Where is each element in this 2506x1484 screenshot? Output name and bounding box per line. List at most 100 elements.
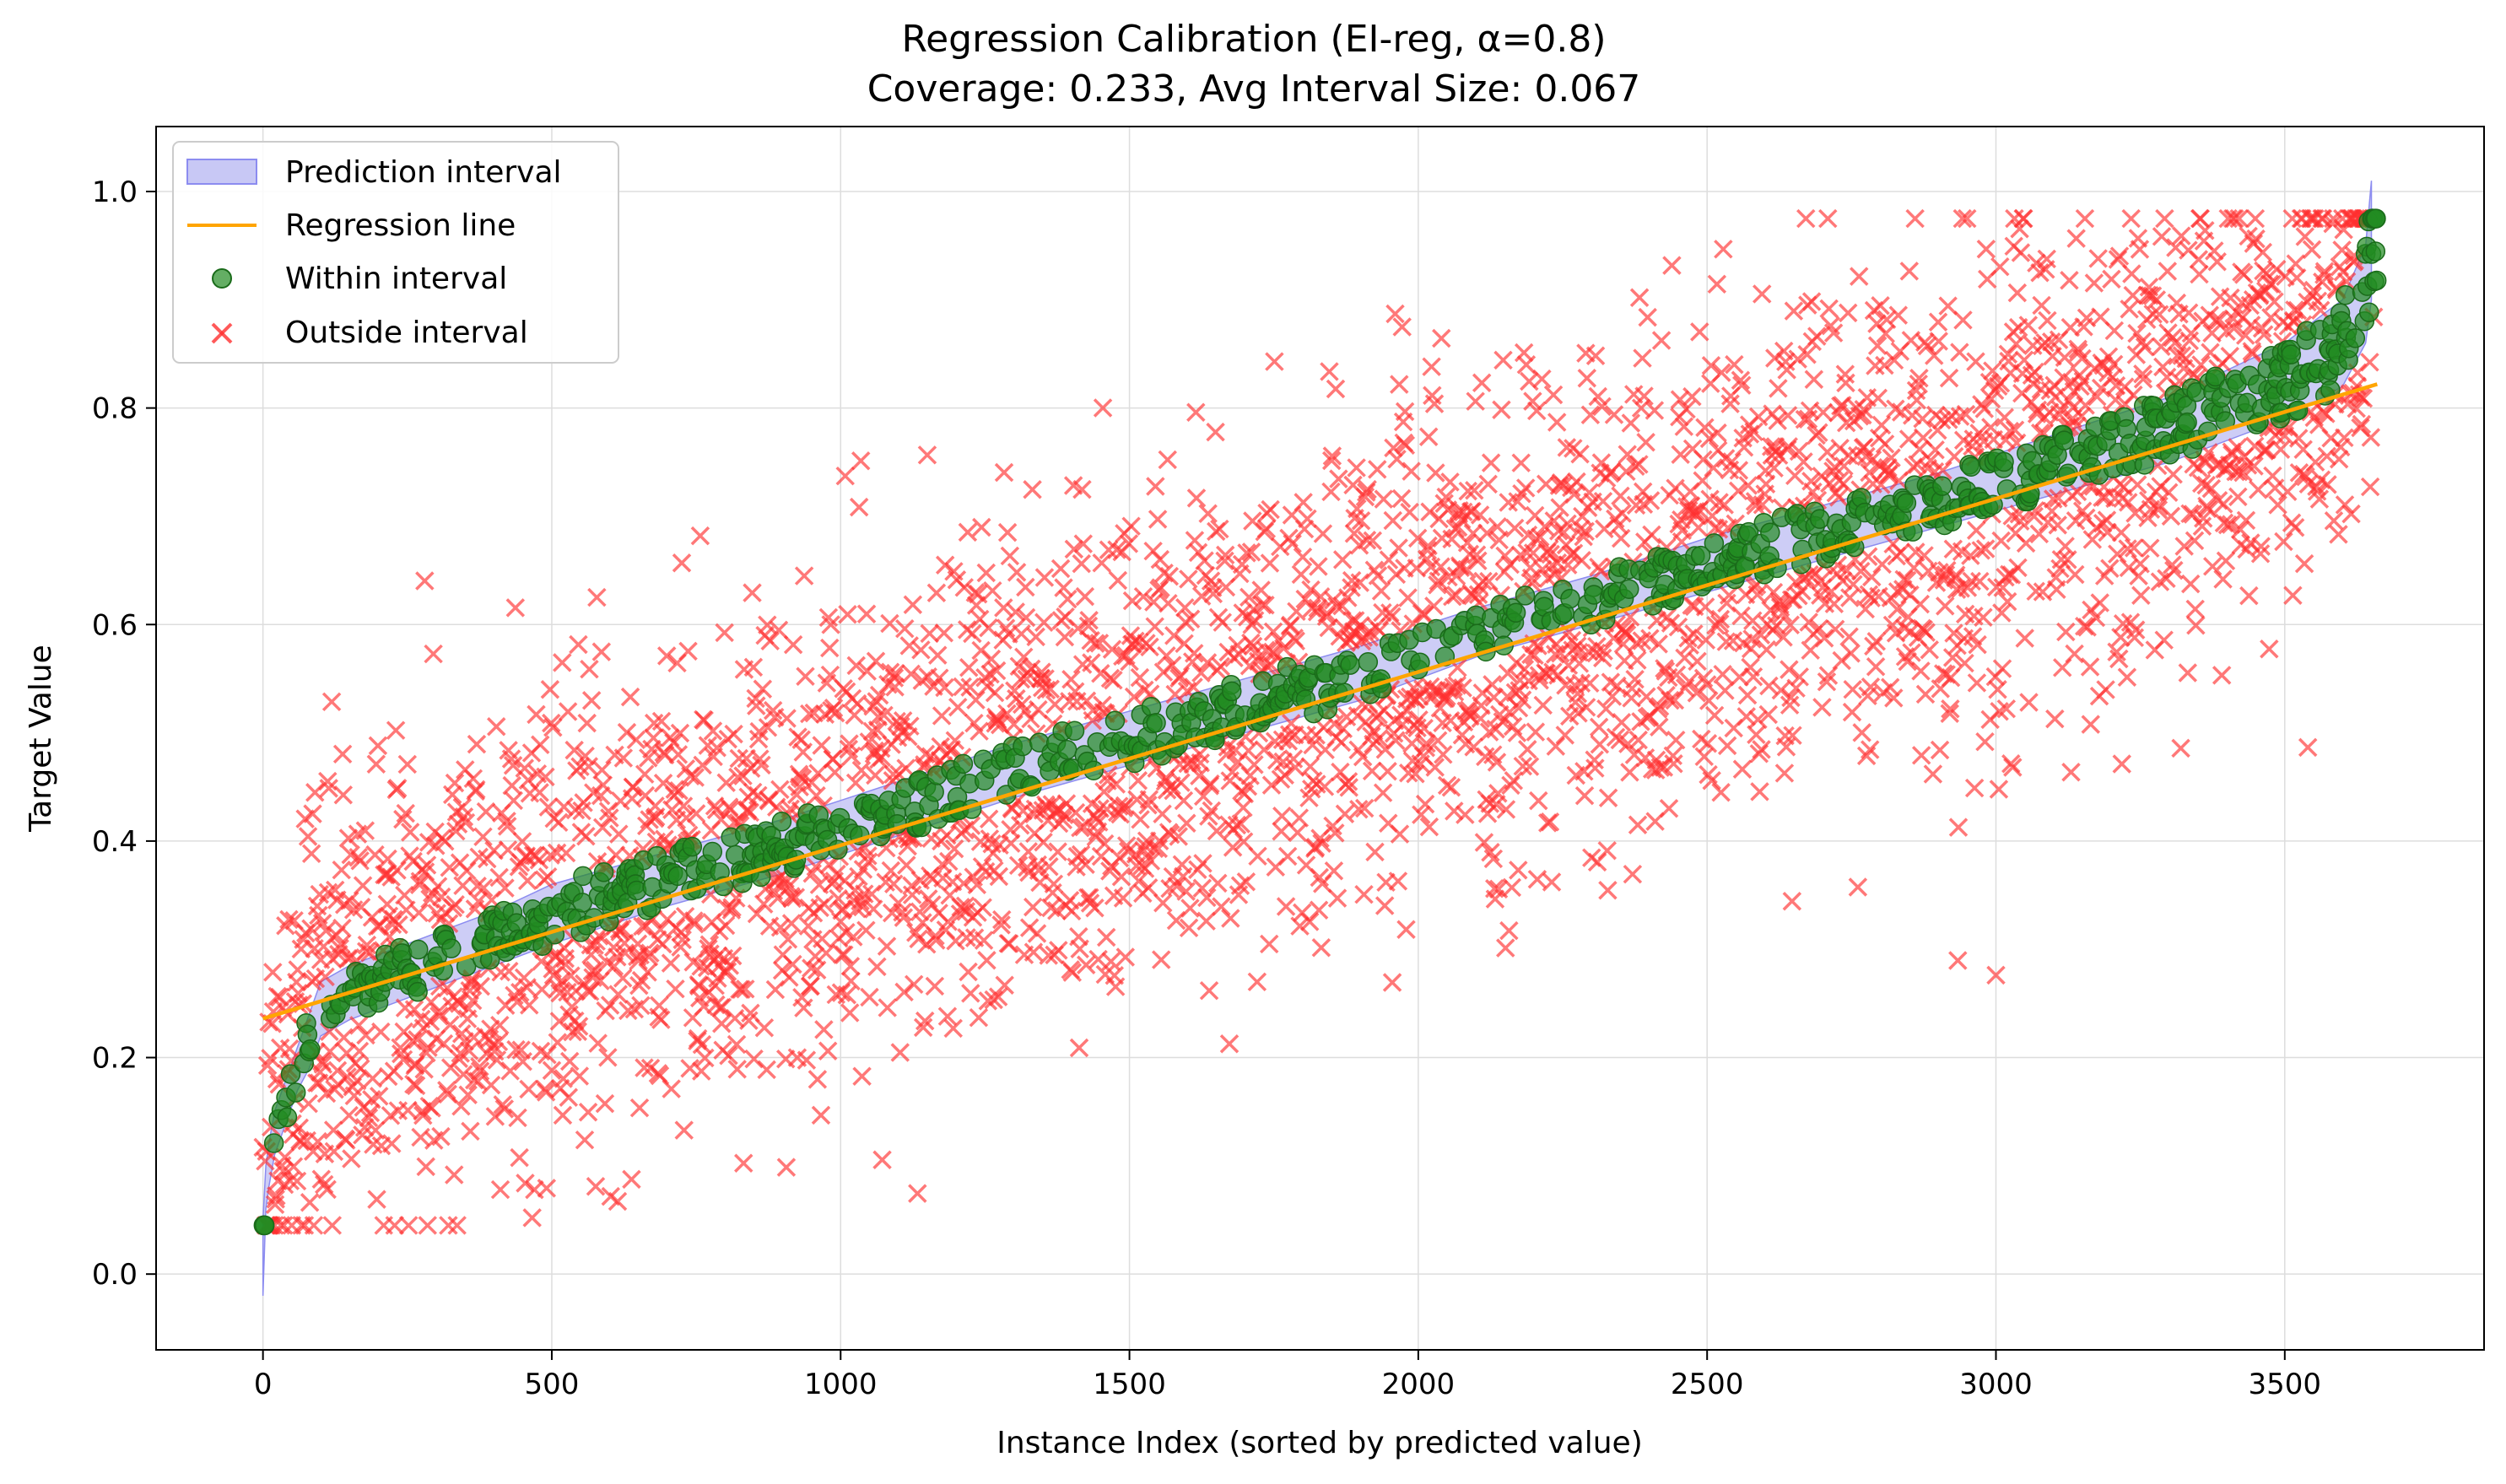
outside-point [437, 1081, 456, 1100]
outside-point [2233, 265, 2254, 284]
y-tick-label: 0.0 [92, 1258, 138, 1292]
outside-point [2271, 440, 2291, 460]
outside-point [398, 1100, 418, 1120]
outside-point [1195, 551, 1214, 570]
outside-point [382, 1134, 402, 1153]
outside-point [2153, 357, 2173, 377]
outside-point [868, 707, 888, 726]
outside-point [904, 974, 924, 995]
outside-point [2186, 616, 2206, 635]
outside-point [1717, 736, 1737, 756]
outside-point [451, 1097, 471, 1116]
outside-point [963, 623, 982, 644]
outside-point [1456, 805, 1475, 824]
outside-point [449, 1049, 468, 1068]
x-tick-label: 3500 [2249, 1368, 2322, 1401]
regression-line-path [262, 382, 2378, 1021]
outside-point [968, 585, 988, 604]
outside-point [1725, 354, 1744, 375]
outside-point [1023, 897, 1043, 917]
outside-point [1312, 834, 1331, 853]
outside-point [1533, 695, 1553, 715]
within-point [1104, 710, 1126, 731]
outside-point [661, 953, 681, 973]
outside-point [2176, 348, 2195, 369]
outside-point [2194, 509, 2213, 528]
outside-point [2254, 325, 2274, 344]
outside-point [2032, 295, 2051, 316]
outside-point [1418, 536, 1438, 556]
outside-point [585, 936, 604, 955]
outside-point [1748, 710, 1768, 730]
outside-point [1140, 637, 1159, 657]
outside-point [760, 631, 780, 650]
within-point [2177, 412, 2197, 433]
outside-point [1398, 588, 1418, 607]
outside-point [957, 928, 976, 947]
outside-point [814, 894, 834, 914]
outside-point [543, 717, 563, 737]
outside-point [2029, 524, 2050, 544]
outside-point [1060, 692, 1079, 711]
outside-point [640, 943, 660, 963]
outside-point [1040, 856, 1059, 877]
outside-point [1908, 455, 1927, 474]
outside-point [814, 1020, 834, 1039]
outside-point [314, 1174, 334, 1195]
outside-point [1633, 348, 1652, 368]
outside-point [1953, 310, 1973, 330]
outside-point [1090, 799, 1110, 818]
within-point [2281, 344, 2302, 364]
within-point [285, 1082, 306, 1103]
outside-point [1428, 731, 1448, 751]
outside-point [1861, 677, 1881, 697]
outside-point [913, 1017, 933, 1038]
outside-point [945, 731, 965, 751]
outside-point [1058, 589, 1077, 609]
outside-point [1920, 639, 1940, 660]
outside-point [1468, 551, 1488, 571]
outside-point [1294, 493, 1313, 512]
outside-point [797, 1050, 817, 1070]
within-point [953, 753, 974, 774]
outside-point [1674, 417, 1694, 436]
outside-point [840, 1003, 860, 1023]
outside-point [1824, 594, 1844, 613]
outside-point [1696, 630, 1716, 650]
outside-point [316, 967, 335, 987]
outside-point [1604, 405, 1624, 424]
outside-point [1915, 546, 1934, 565]
outside-point [937, 1006, 958, 1026]
outside-point [2295, 227, 2315, 246]
outside-point [493, 1095, 513, 1114]
outside-point [386, 720, 406, 740]
outside-point [1884, 350, 1904, 370]
outside-point [447, 1216, 467, 1235]
outside-point [576, 826, 596, 846]
x-tick-label: 3000 [1959, 1368, 2033, 1401]
outside-point [1459, 700, 1479, 720]
outside-point [2150, 305, 2169, 324]
outside-point [1612, 713, 1632, 732]
outside-point [1690, 322, 1709, 342]
outside-point [1955, 653, 1974, 673]
outside-point [367, 1190, 386, 1209]
outside-point [1107, 540, 1126, 559]
outside-point [2038, 310, 2057, 331]
outside-point [1179, 569, 1198, 589]
outside-point [716, 915, 736, 936]
within-point [1222, 681, 1242, 702]
outside-point [2131, 586, 2151, 605]
outside-point [825, 703, 845, 723]
outside-point [1659, 799, 1679, 818]
outside-point [801, 976, 820, 996]
within-point [408, 939, 429, 960]
outside-point [348, 1071, 367, 1091]
y-axis-label: Target Value [24, 645, 58, 833]
outside-point [728, 767, 748, 787]
outside-point [1349, 799, 1369, 819]
outside-point [2143, 305, 2163, 324]
outside-point [2190, 264, 2209, 284]
outside-point [786, 888, 806, 907]
outside-point [1016, 607, 1036, 628]
